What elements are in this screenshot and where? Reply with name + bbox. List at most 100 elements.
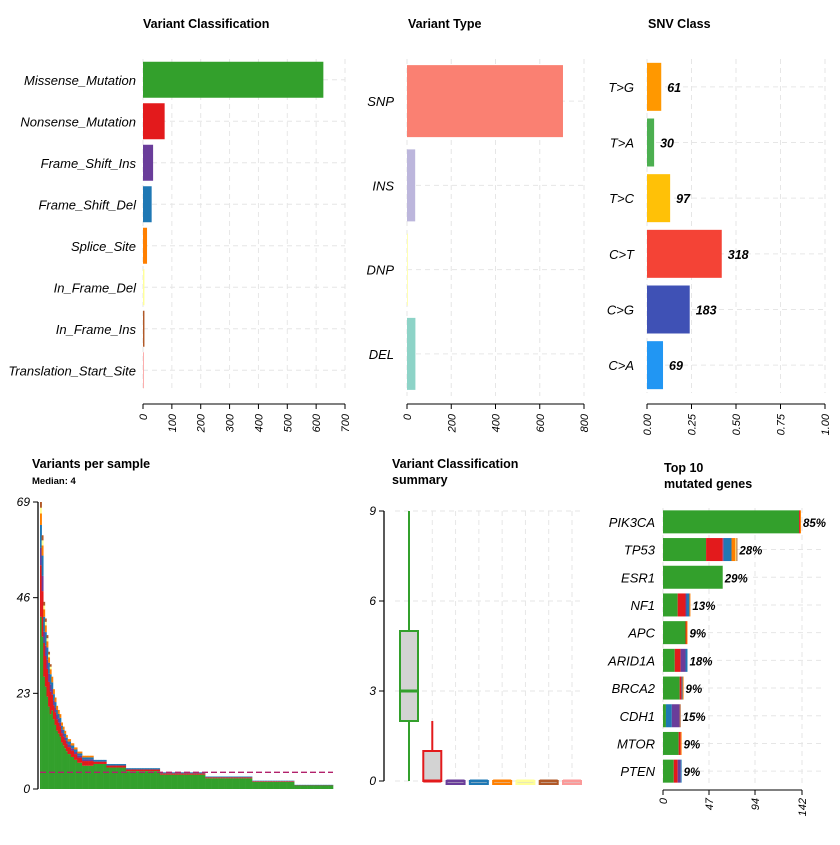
sample-bar-segment [92,756,94,758]
gene-label: ARID1A [607,653,655,668]
box-iqr [423,751,441,781]
top-x-tick-label: 47 [704,797,716,810]
sample-bar-segment [158,768,160,769]
snv-category-label: C>G [607,303,634,318]
sample-bar-segment [80,753,82,755]
vc-category-label: Splice_Site [71,239,136,254]
sample-bar-segment [61,722,63,725]
snv-bar [647,341,663,389]
vc-x-tick-label: 300 [225,413,237,432]
gene-bar-segment [681,649,686,672]
vc-x-tick-label: 600 [311,413,323,432]
vt-bar [407,65,563,137]
sample-bar-segment [124,766,126,768]
gene-pct-label: 18% [689,656,712,668]
snv-category-label: T>G [608,80,634,95]
gene-pct-label: 9% [684,767,701,779]
gene-bar-segment [663,566,723,589]
vt-category-label: DNP [367,263,395,278]
sample-bar-segment [43,609,45,616]
sample-bar-segment [92,757,94,759]
gene-bar-segment [663,649,675,672]
snv-bar [647,174,670,222]
gene-pct-label: 9% [689,629,706,641]
gene-bar-segment [735,538,736,561]
gene-bar-segment [686,593,689,616]
vt-category-label: SNP [367,94,394,109]
gene-label: CDH1 [620,709,655,724]
sample-bar-segment [66,735,68,738]
sample-bar-segment [56,706,58,710]
gene-bar-segment [678,760,681,783]
sample-bar-segment [59,718,61,722]
gene-pct-label: 29% [724,573,748,585]
gene-label: PIK3CA [609,515,655,530]
snv-category-label: T>C [609,191,635,206]
top-x-tick-label: 94 [750,798,762,810]
vc-bar [143,62,323,98]
snv-count-label: 183 [696,304,717,318]
gene-bar-segment [681,732,682,755]
vc-category-label: Translation_Start_Site [8,363,136,378]
snv-bar [647,119,654,167]
sample-bar-segment [42,535,44,540]
gene-pct-label: 9% [684,739,701,751]
vc-bar [143,352,144,388]
sample-bar-segment [124,764,126,765]
vc-x-tick-label: 500 [282,413,294,432]
panel5-title: Variant Classification [392,457,518,471]
vc-x-tick-label: 0 [138,413,150,420]
snv-count-label: 69 [669,359,683,373]
plot-layer: Missense_MutationNonsense_MutationFrame_… [8,59,832,816]
gene-bar-segment [689,593,690,616]
sample-bar-segment [105,762,107,764]
sample-bar-segment [48,657,50,662]
vps-y-tick-label: 0 [23,782,30,796]
vt-category-label: DEL [369,347,394,362]
gene-bar-segment [799,510,800,533]
gene-bar-segment [680,677,682,700]
box-iqr [400,631,418,721]
vps-y-tick-label: 23 [16,686,31,700]
sample-bar-segment [59,714,61,718]
snv-bar [647,63,661,111]
box-y-tick-label: 6 [369,594,376,608]
vc-category-label: In_Frame_Ins [56,322,137,337]
sample-bar-segment [48,654,50,657]
snv-x-tick-label: 0.00 [642,413,654,435]
snv-x-tick-label: 0.75 [776,413,788,435]
snv-category-label: C>A [608,358,634,373]
panel4-title: Variants per sample [32,457,150,471]
vc-bar [143,311,144,347]
gene-bar-segment [663,593,678,616]
top-x-tick-label: 0 [658,797,670,804]
gene-bar-segment [679,732,681,755]
sample-bar-segment [158,769,160,771]
snv-bar [647,286,690,334]
panel5-title-line2: summary [392,473,448,487]
sample-bar-segment [72,743,74,745]
gene-bar-segment [686,649,688,672]
gene-bar-segment [681,760,682,783]
gene-bar-segment [672,704,680,727]
vc-x-tick-label: 100 [167,413,179,432]
panel6-title-line2: mutated genes [664,477,752,491]
panel2-title: Variant Type [408,17,481,31]
vc-bar [143,228,147,264]
gene-bar-segment [683,677,684,700]
sample-bar-segment [40,508,42,514]
snv-category-label: T>A [610,136,634,151]
gene-bar-segment [678,593,686,616]
vps-y-tick-label: 69 [17,495,31,509]
snv-x-tick-label: 0.25 [687,413,699,435]
sample-bar-segment [53,689,55,694]
gene-bar-segment [663,510,799,533]
gene-pct-label: 28% [738,546,762,558]
sample-bar-segment [42,540,44,545]
vc-category-label: Missense_Mutation [24,73,136,88]
gene-bar-segment [674,760,678,783]
sample-bar-segment [42,576,44,591]
sample-bar-segment [43,606,45,610]
